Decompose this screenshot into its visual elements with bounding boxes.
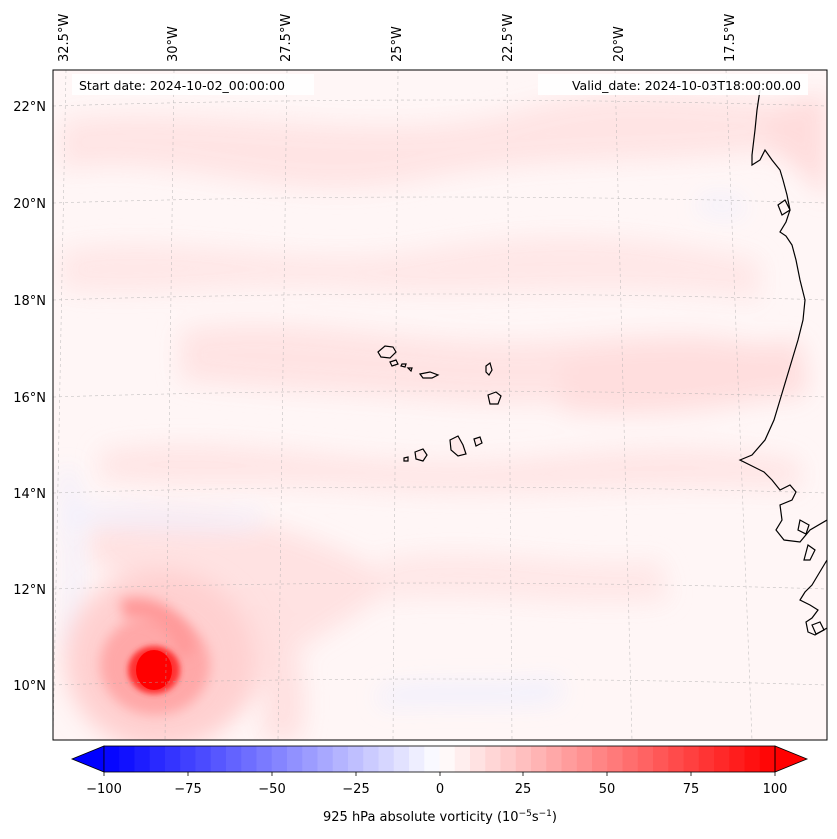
map-panel: Start date: 2024-10-02_00:00:00 Valid_da…: [53, 70, 827, 740]
colorbar-tick-labels: −100 −75 −50 −25 0 25 50 75 100: [86, 782, 787, 797]
lon-label: 27.5°W: [279, 14, 294, 62]
colorbar-step: [622, 746, 639, 772]
colorbar-step: [256, 746, 273, 772]
colorbar-step: [393, 746, 410, 772]
colorbar-step: [500, 746, 517, 772]
colorbar-step: [119, 746, 136, 772]
colorbar-step: [653, 746, 669, 772]
colorbar-tick-label: 25: [515, 782, 532, 797]
colorbar-step: [226, 746, 242, 772]
colorbar-step: [744, 746, 761, 772]
lat-label: 10°N: [13, 679, 46, 694]
colorbar-step: [759, 746, 776, 772]
africa-coastline: [738, 89, 827, 636]
lat-label: 20°N: [13, 197, 46, 212]
start-date-box: [72, 74, 314, 95]
colorbar-step: [454, 746, 471, 772]
colorbar-step: [149, 746, 166, 772]
colorbar-step: [241, 746, 258, 772]
colorbar-step: [470, 746, 486, 772]
colorbar-step: [607, 746, 624, 772]
colorbar-tick-label: −25: [342, 782, 369, 797]
colorbar-title: 925 hPa absolute vorticity (10−5s−1): [323, 809, 557, 825]
colorbar-step: [409, 746, 425, 772]
lon-label: 20°W: [612, 26, 627, 62]
colorbar-step: [165, 746, 181, 772]
date-annotations: Start date: 2024-10-02_00:00:00 Valid_da…: [72, 74, 808, 95]
cyclone-vortex: [65, 570, 255, 740]
start-date-label: Start date: 2024-10-02_00:00:00: [79, 78, 285, 93]
colorbar-step: [332, 746, 349, 772]
colorbar-step: [210, 746, 227, 772]
colorbar-step: [485, 746, 502, 772]
cape-verde-islands: [377, 345, 502, 462]
colorbar-step: [134, 746, 151, 772]
colorbar-step: [348, 746, 364, 772]
lon-label: 25°W: [390, 26, 405, 62]
map-frame: [52, 69, 828, 741]
colorbar-ticks: [103, 772, 776, 776]
lon-label: 17.5°W: [723, 14, 738, 62]
colorbar-tick-label: −100: [86, 782, 122, 797]
colorbar-step: [698, 746, 715, 772]
colorbar-tick-label: 100: [763, 782, 788, 797]
colorbar-step: [439, 746, 456, 772]
latitude-labels: 22°N 20°N 18°N 16°N 14°N 12°N 10°N: [13, 100, 46, 694]
colorbar-step: [561, 746, 578, 772]
lat-label: 18°N: [13, 294, 46, 309]
vorticity-field: [60, 90, 827, 740]
colorbar-step: [637, 746, 654, 772]
colorbar-tick-label: 50: [599, 782, 616, 797]
colorbar-step: [592, 746, 608, 772]
colorbar-tick-label: 75: [683, 782, 700, 797]
colorbar-step: [104, 746, 120, 772]
colorbar-extend-high: [774, 745, 809, 773]
lon-label: 30°W: [166, 26, 181, 62]
colorbar-step: [378, 746, 395, 772]
colorbar-tick-label: −50: [258, 782, 285, 797]
colorbar-step: [729, 746, 746, 772]
colorbar-extend-low: [70, 745, 105, 773]
lon-label: 32.5°W: [57, 14, 72, 62]
colorbar-step: [363, 746, 380, 772]
colorbar-tick-label: −75: [174, 782, 201, 797]
colorbar-step: [683, 746, 700, 772]
colorbar-steps: [104, 746, 776, 772]
colorbar-step: [180, 746, 197, 772]
gridlines: [53, 70, 827, 740]
colorbar-step: [576, 746, 593, 772]
colorbar-step: [317, 746, 334, 772]
colorbar-step: [195, 746, 212, 772]
colorbar: −100 −75 −50 −25 0 25 50 75 100 925 hPa …: [70, 745, 809, 825]
valid-date-label: Valid_date: 2024-10-03T18:00:00.00: [572, 78, 801, 93]
valid-date-box: [538, 74, 808, 95]
colorbar-tick-label: 0: [436, 782, 444, 797]
colorbar-step: [271, 746, 288, 772]
lat-label: 22°N: [13, 100, 46, 115]
longitude-labels: 32.5°W 30°W 27.5°W 25°W 22.5°W 20°W 17.5…: [57, 14, 738, 62]
lat-label: 14°N: [13, 487, 46, 502]
colorbar-step: [424, 746, 441, 772]
colorbar-step: [531, 746, 547, 772]
colorbar-step: [668, 746, 685, 772]
colorbar-step: [515, 746, 532, 772]
lat-label: 16°N: [13, 391, 46, 406]
lon-label: 22.5°W: [501, 14, 516, 62]
colorbar-frame: [103, 745, 776, 773]
colorbar-step: [287, 746, 303, 772]
lat-label: 12°N: [13, 583, 46, 598]
colorbar-step: [302, 746, 319, 772]
colorbar-step: [546, 746, 563, 772]
colorbar-step: [714, 746, 730, 772]
